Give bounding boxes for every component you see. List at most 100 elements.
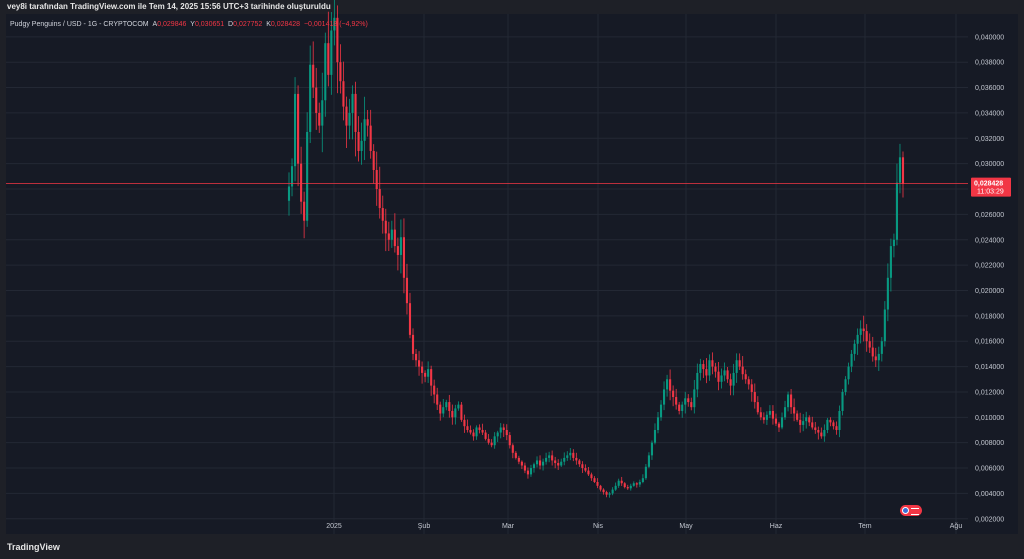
candle-body — [511, 445, 514, 453]
candle-body — [699, 364, 702, 373]
candle-body — [693, 389, 696, 408]
legend-open-label: A — [152, 21, 158, 28]
candle-body — [617, 480, 620, 486]
candle-body — [874, 356, 877, 361]
candle-body — [430, 369, 433, 386]
candle-body — [678, 404, 681, 411]
candle-body — [720, 375, 723, 382]
candle-body — [381, 208, 384, 221]
us-flag-icon[interactable] — [900, 505, 922, 516]
candle-body — [542, 461, 545, 466]
candle-body — [856, 334, 859, 344]
legend-close-label: K — [266, 21, 271, 28]
candle-body — [684, 398, 687, 405]
candle-body — [414, 353, 418, 361]
candle-body — [889, 246, 892, 278]
candle-body — [898, 157, 902, 183]
candle-body — [774, 418, 778, 424]
flag-stars-icon — [902, 507, 909, 514]
candle-body — [523, 465, 526, 471]
footer: TradingView — [0, 536, 1024, 559]
candle-body — [850, 353, 853, 367]
last-price-countdown: 11:03:29 — [977, 189, 1004, 196]
candle-body — [820, 432, 823, 437]
y-tick-label: 0,040000 — [975, 34, 1004, 41]
candle-body — [838, 410, 841, 430]
candle-body — [895, 182, 899, 240]
candle-body — [520, 461, 523, 466]
candle-body — [351, 93, 354, 113]
candle-body — [411, 334, 415, 354]
candle-body — [750, 384, 753, 392]
candle-body — [793, 407, 796, 414]
candle-body — [363, 119, 366, 141]
candle-body — [451, 410, 454, 418]
candle-body — [708, 360, 711, 376]
candle-body — [487, 438, 490, 443]
price-axis[interactable] — [968, 14, 1018, 534]
candle-body — [484, 432, 487, 439]
candle-body — [653, 430, 657, 443]
candle-body — [572, 452, 575, 458]
candle-body — [324, 43, 327, 101]
x-tick-label: Ağu — [950, 523, 963, 530]
candle-body — [508, 435, 511, 446]
candle-body — [402, 237, 405, 278]
candle-body — [408, 303, 412, 335]
candle-body — [666, 379, 669, 390]
candle-body — [901, 157, 905, 184]
candle-body — [738, 360, 741, 367]
candle-body — [342, 81, 345, 107]
candle-body — [596, 482, 599, 486]
candle-body — [369, 125, 372, 151]
candle-body — [662, 389, 666, 405]
candle-body — [460, 404, 463, 420]
candle-body — [375, 170, 378, 190]
candle-body — [759, 412, 762, 418]
candle-body — [726, 370, 729, 380]
y-tick-label: 0,018000 — [975, 313, 1004, 320]
candle-body — [339, 62, 342, 82]
candle-body — [783, 407, 787, 418]
candle-body — [578, 460, 581, 465]
candle-body — [548, 455, 551, 458]
candle-body — [729, 379, 732, 386]
candle-body — [318, 112, 321, 126]
candle-body — [496, 432, 499, 437]
legend-change: −0,001418 (−4,92%) — [303, 21, 368, 28]
candle-body — [629, 485, 632, 489]
candle-body — [439, 404, 442, 414]
candle-body — [672, 390, 675, 398]
candle-body — [287, 186, 291, 201]
y-tick-label: 0,012000 — [975, 389, 1004, 396]
candle-body — [868, 341, 871, 348]
candle-body — [871, 347, 874, 357]
candle-body — [333, 17, 336, 31]
chart-panel[interactable] — [6, 14, 968, 534]
y-tick-label: 0,004000 — [975, 491, 1004, 498]
tradingview-logo: TradingView — [7, 542, 60, 552]
candle-body — [427, 369, 430, 377]
candle-body — [436, 394, 439, 405]
candle-body — [835, 426, 838, 430]
candle-body — [811, 422, 814, 428]
candle-body — [641, 478, 644, 482]
y-tick-label: 0,030000 — [975, 161, 1004, 168]
candle-body — [886, 277, 889, 310]
candle-body — [717, 371, 720, 382]
candle-body — [823, 430, 826, 437]
candle-body — [405, 277, 409, 304]
candle-body — [608, 493, 611, 495]
candle-body — [535, 460, 539, 465]
candle-body — [348, 112, 351, 126]
candle-body — [862, 328, 865, 332]
candle-body — [454, 408, 457, 418]
candle-body — [780, 417, 784, 428]
candle-body — [475, 427, 478, 437]
candle-body — [620, 480, 623, 484]
candle-body — [808, 417, 811, 423]
x-tick-label: Haz — [770, 523, 783, 530]
candle-body — [865, 331, 868, 342]
candle-body — [360, 140, 363, 151]
